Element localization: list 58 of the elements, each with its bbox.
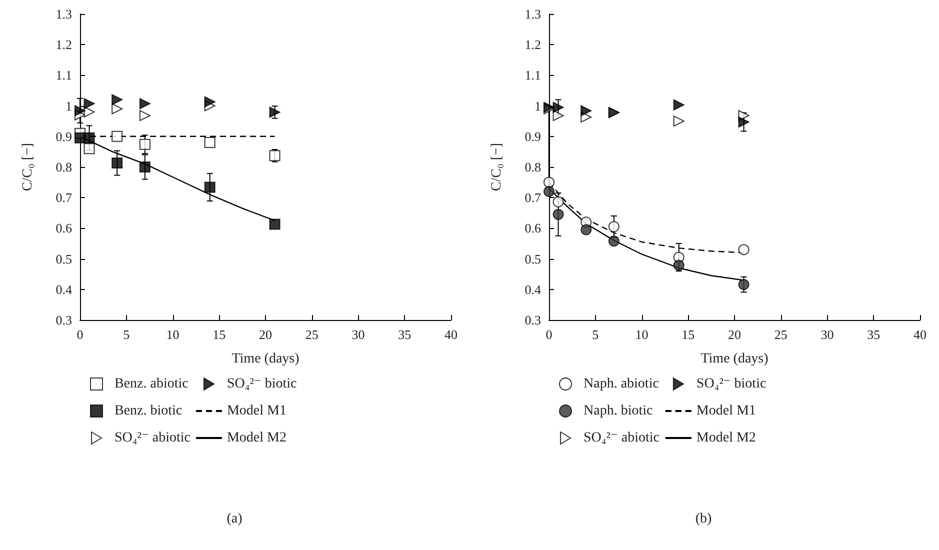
y-tick-label: 0.7 (524, 190, 542, 206)
y-tick-label: 0.9 (56, 128, 72, 144)
x-tick-label: 10 (635, 327, 648, 342)
x-tick-label: 20 (728, 327, 741, 342)
x-tick-label: 5 (592, 327, 599, 342)
text: (a) (226, 512, 243, 526)
x-tick-label: 0 (76, 327, 84, 342)
x-axis-title: Time (days) (232, 352, 300, 366)
legend-label: SO₄²⁻ abiotic (114, 430, 190, 446)
x-tick-label: 10 (166, 327, 180, 342)
text: (b) (695, 512, 712, 526)
y-tick-label: 1.1 (56, 68, 72, 83)
y-tick-label: 0.5 (524, 251, 541, 266)
x-tick-label: 40 (914, 327, 926, 342)
legend-label: Benz. abiotic (114, 376, 188, 392)
y-tick-label: 0.8 (524, 160, 541, 174)
y-tick-label: 0.4 (524, 282, 542, 297)
y-tick-label: 0.6 (56, 220, 72, 236)
y-tick-label: 1.2 (524, 37, 541, 52)
x-tick-label: 15 (212, 327, 226, 342)
x-tick-label: 20 (259, 327, 272, 342)
legend-label: SO₄²⁻ abiotic (584, 430, 660, 446)
x-tick-label: 25 (305, 327, 318, 342)
y-tick-label: 1.2 (56, 37, 72, 52)
y-axis-title: C/C₀ [−] (490, 142, 504, 192)
legend-label: Model M1 (226, 404, 286, 418)
x-tick-label: 15 (682, 327, 695, 342)
legend-label: SO₄²⁻ biotic (696, 376, 766, 392)
legend-label: Benz. biotic (114, 404, 182, 418)
y-tick-label: 1 (534, 98, 541, 114)
x-axis-title: Time (days) (700, 352, 769, 366)
y-tick-label: 0.4 (56, 282, 72, 297)
legend-label: Naph. biotic (584, 404, 653, 418)
y-tick-label: 0.8 (56, 160, 72, 174)
x-tick-label: 30 (820, 327, 834, 342)
y-tick-label: 1.1 (524, 68, 541, 83)
y-axis-title: C/C₀ [−] (20, 142, 36, 192)
y-tick-label: 0.9 (524, 128, 541, 144)
x-tick-label: 35 (867, 327, 880, 342)
x-tick-label: 40 (444, 327, 458, 342)
y-tick-label: 0.6 (524, 220, 542, 236)
x-tick-label: 30 (352, 327, 365, 342)
y-tick-label: 0.3 (524, 312, 541, 328)
legend-label: SO₄²⁻ biotic (226, 376, 297, 392)
y-tick-label: 1.3 (56, 6, 72, 22)
x-tick-label: 5 (123, 327, 130, 342)
legend-label: Model M1 (696, 404, 756, 418)
y-tick-label: 1 (66, 98, 72, 114)
x-tick-label: 35 (398, 327, 412, 342)
y-tick-label: 1.3 (524, 6, 541, 22)
legend-label: Naph. abiotic (584, 376, 659, 392)
y-tick-label: 0.3 (56, 312, 72, 328)
legend-label: Model M2 (226, 430, 286, 446)
x-tick-label: 0 (546, 327, 552, 342)
x-tick-label: 25 (774, 327, 788, 342)
y-tick-label: 0.5 (56, 251, 72, 266)
y-tick-label: 0.7 (56, 190, 72, 206)
legend-label: Model M2 (696, 430, 756, 446)
